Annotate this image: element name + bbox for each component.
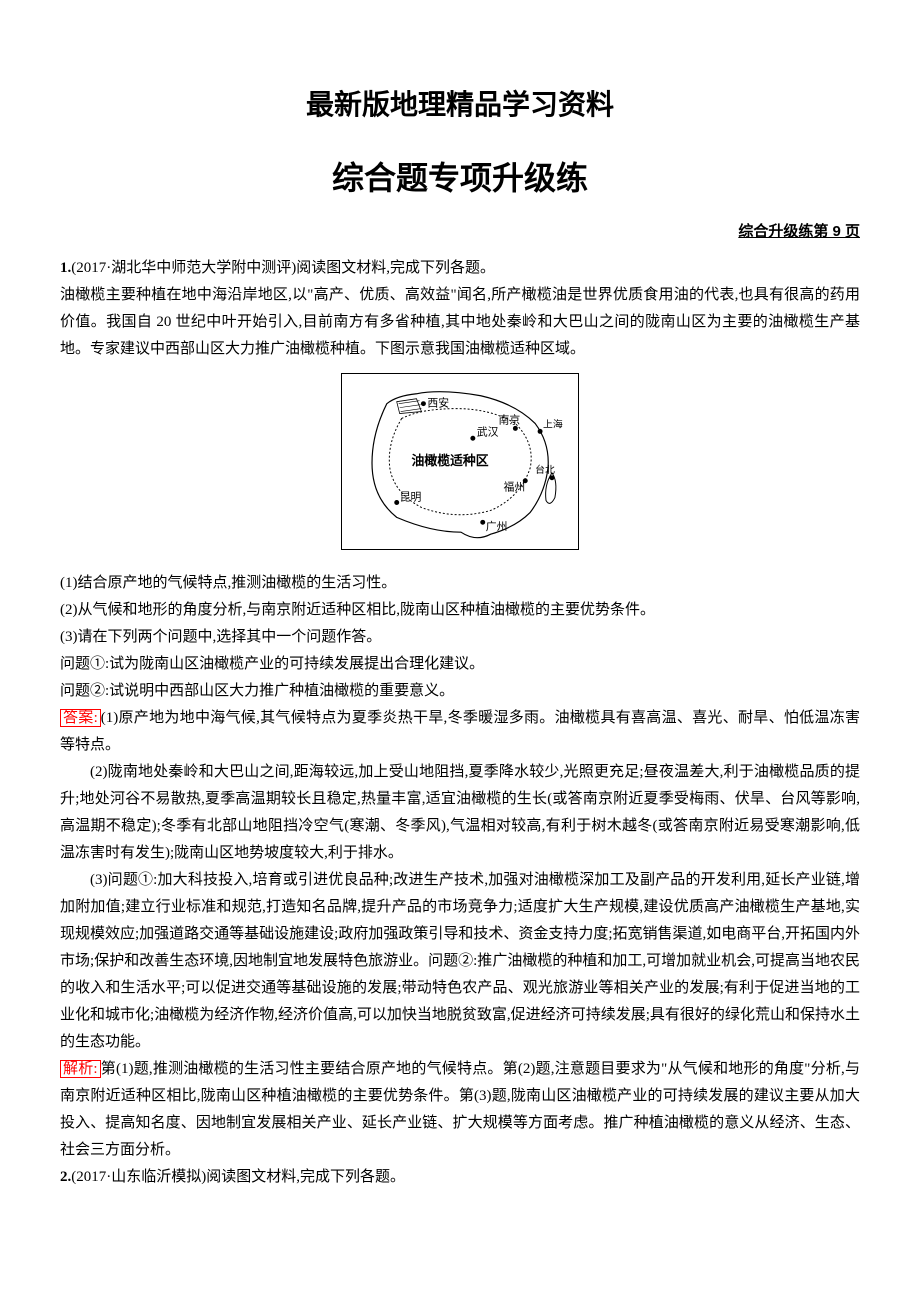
- city-xian: 西安: [427, 396, 449, 410]
- q1-sub2: (2)从气候和地形的角度分析,与南京附近适种区相比,陇南山区种植油橄榄的主要优势…: [60, 597, 860, 624]
- q1-sub1: (1)结合原产地的气候特点,推测油橄榄的生活习性。: [60, 570, 860, 597]
- city-guangzhou: 广州: [486, 520, 508, 533]
- q1-answer1: (1)原产地为地中海气候,其气候特点为夏季炎热干旱,冬季暖湿多雨。油橄榄具有喜高…: [60, 710, 860, 753]
- city-wuhan: 武汉: [477, 425, 499, 438]
- answer-label: 答案:: [60, 709, 101, 727]
- page-reference: 综合升级练第 9 页: [60, 218, 860, 245]
- city-taibei: 台北: [535, 463, 555, 476]
- city-fuzhou: 福州: [504, 480, 526, 494]
- q1-sub3-opt1: 问题①:试为陇南山区油橄榄产业的可持续发展提出合理化建议。: [60, 651, 860, 678]
- q2-source: (2017·山东临沂模拟): [71, 1169, 206, 1185]
- map-container: 西安 武汉 南京 上海 福州 台北 昆明 广州 油橄榄适种区: [60, 373, 860, 560]
- q1-answer3: (3)问题①:加大科技投入,培育或引进优良品种;改进生产技术,加强对油橄榄深加工…: [60, 867, 860, 1056]
- analysis-label: 解析:: [60, 1060, 101, 1078]
- q2-number: 2.: [60, 1169, 71, 1185]
- map-center-label: 油橄榄适种区: [412, 453, 489, 468]
- q1-sub3: (3)请在下列两个问题中,选择其中一个问题作答。: [60, 624, 860, 651]
- q1-intro: 阅读图文材料,完成下列各题。: [296, 260, 495, 276]
- q1-analysis: 第(1)题,推测油橄榄的生活习性主要结合原产地的气候特点。第(2)题,注意题目要…: [60, 1061, 860, 1158]
- q1-analysis-line: 解析:第(1)题,推测油橄榄的生活习性主要结合原产地的气候特点。第(2)题,注意…: [60, 1056, 860, 1164]
- main-title: 最新版地理精品学习资料: [60, 80, 860, 130]
- q1-answer2: (2)陇南地处秦岭和大巴山之间,距海较远,加上受山地阻挡,夏季降水较少,光照更充…: [60, 759, 860, 867]
- q1-number: 1.: [60, 260, 71, 276]
- city-shanghai: 上海: [543, 417, 563, 430]
- city-nanjing: 南京: [499, 412, 521, 426]
- q1-passage: 油橄榄主要种植在地中海沿岸地区,以"高产、优质、高效益"闻名,所产橄榄油是世界优…: [60, 282, 860, 363]
- q1-sub3-opt2: 问题②:试说明中西部山区大力推广种植油橄榄的重要意义。: [60, 678, 860, 705]
- q1-source: (2017·湖北华中师范大学附中测评): [71, 260, 296, 276]
- q2-intro: 阅读图文材料,完成下列各题。: [206, 1169, 405, 1185]
- q2-header: 2.(2017·山东临沂模拟)阅读图文材料,完成下列各题。: [60, 1164, 860, 1191]
- city-kunming: 昆明: [400, 491, 422, 504]
- sub-title: 综合题专项升级练: [60, 150, 860, 208]
- map-figure: 西安 武汉 南京 上海 福州 台北 昆明 广州 油橄榄适种区: [341, 373, 579, 550]
- q1-answer1-line: 答案:(1)原产地为地中海气候,其气候特点为夏季炎热干旱,冬季暖湿多雨。油橄榄具…: [60, 705, 860, 759]
- q1-header: 1.(2017·湖北华中师范大学附中测评)阅读图文材料,完成下列各题。: [60, 255, 860, 282]
